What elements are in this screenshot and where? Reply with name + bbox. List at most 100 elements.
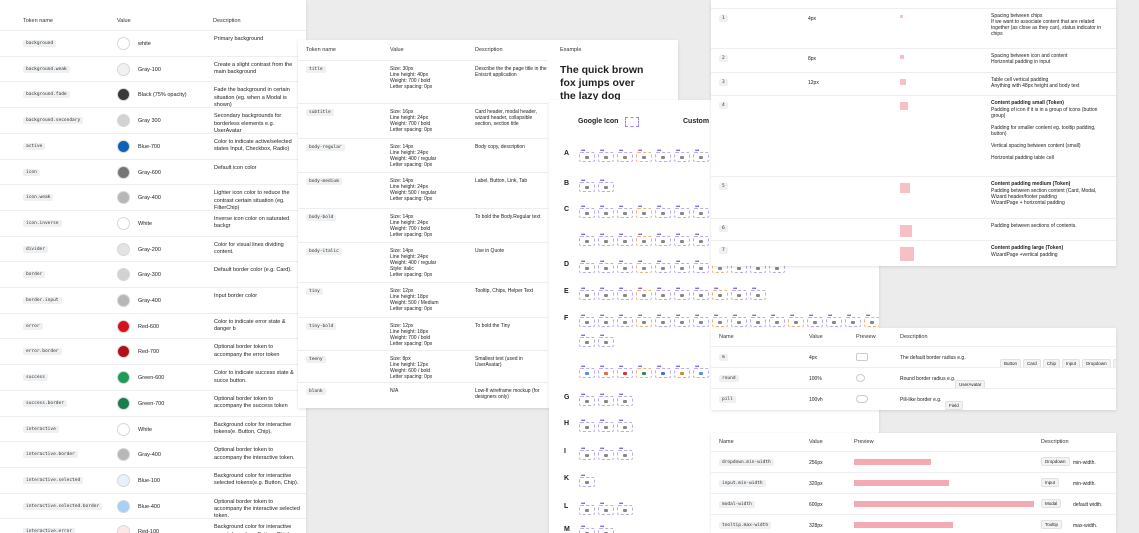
example-text: The quick brown fox jumps over the lazy …: [560, 64, 644, 102]
glyph-icon: [661, 372, 665, 375]
variant-dots: •••: [752, 286, 756, 292]
color-swatch: [117, 345, 130, 359]
icon-cell: •••: [579, 392, 595, 406]
color-token-row: background.weak Gray-100 Create a slight c…: [0, 55, 306, 83]
spacing-panel: 1 4px Spacing between chips If we want to …: [711, 0, 1116, 266]
glyph-icon: [661, 212, 665, 215]
token-chip: title: [306, 66, 326, 73]
glyph-icon: [585, 212, 589, 215]
spacing-preview: [900, 183, 910, 193]
widths-name-header: Name: [719, 439, 734, 445]
icon-cell: •••: [598, 446, 614, 460]
glyph-icon: [604, 509, 608, 512]
google-icon-swatch: [625, 117, 639, 127]
typography-row: body-bold Size: 14px Line height: 24px We…: [298, 208, 548, 243]
glyph-icon: [623, 240, 627, 243]
variant-dots: •••: [638, 204, 642, 210]
color-swatch: [117, 499, 130, 513]
icon-cell: •••: [598, 364, 614, 378]
glyph-icon: [623, 372, 627, 375]
token-chip: success.border: [23, 399, 67, 407]
color-swatch: [117, 88, 130, 102]
typography-row: tiny Size: 12px Line height: 18px Weight:…: [298, 282, 548, 318]
variant-dots: •••: [638, 286, 642, 292]
radius-row: round 100% Round border radius e.g. UserAva…: [711, 367, 1116, 389]
glyph-icon: [604, 400, 608, 403]
color-token-row: border Gray-300 Default border color (e.g.…: [0, 261, 306, 288]
variant-dots: •••: [600, 364, 604, 370]
variant-dots: •••: [638, 313, 642, 319]
icon-cell: •••: [617, 446, 633, 460]
token-chip: 3: [719, 79, 728, 86]
icon-cell: •••: [693, 232, 709, 246]
icon-cell: •••: [579, 418, 595, 432]
icon-cell: •••: [693, 313, 709, 327]
typography-row: body-italic Size: 14px Line height: 24px …: [298, 242, 548, 283]
spacing-preview: [900, 225, 912, 237]
icon-row-letter: L: [564, 503, 569, 510]
icon-cell: •••: [807, 313, 823, 327]
radius-row: pill 100vh Pill-like border e.g. Field: [711, 388, 1116, 410]
spacing-description: Padding of icon if it is in a group of i…: [991, 107, 1098, 161]
color-token-row: interactive.selected.border Blue-400 Optio…: [0, 492, 306, 520]
typography-row: title Size: 30px Line height: 40px Weight…: [298, 60, 548, 104]
token-description: Background color for interactive tokens(…: [214, 421, 292, 435]
color-swatch: [117, 473, 130, 487]
variant-dots: •••: [695, 313, 699, 319]
variant-dots: •••: [809, 313, 813, 319]
token-description: Color to indicate active/selected states…: [214, 138, 292, 153]
radius-panel: Name Value Preview Description m 4px The d…: [711, 328, 1116, 410]
color-token-row: icon.weak Gray-400 Lighter icon color to r…: [0, 184, 306, 211]
color-swatch: [117, 319, 130, 333]
icon-cell: •••: [579, 501, 595, 515]
token-chip: interactive: [23, 425, 59, 433]
glyph-icon: [851, 321, 855, 324]
glyph-icon: [642, 212, 646, 215]
width-row: modal-width 600px Modal default width.: [711, 493, 1116, 515]
token-value: Blue-400: [138, 503, 161, 510]
glyph-icon: [642, 321, 646, 324]
spacing-desc-title: Content padding medium (Token): [991, 181, 1071, 187]
token-chip: icon.inverse: [23, 219, 62, 227]
glyph-icon: [680, 212, 684, 215]
token-description: Default icon color: [214, 164, 257, 171]
token-chip: body-bold: [306, 214, 337, 221]
token-value: Size: 12px Line height: 18px Weight: 700…: [390, 323, 433, 347]
token-description: Secondary backgrounds for borderless ele…: [214, 113, 282, 134]
color-swatch: [117, 371, 130, 385]
icon-row-letter: E: [564, 288, 569, 295]
color-token-row: success Green-600 Color to indicate succes…: [0, 364, 306, 391]
icon-row-letter: F: [564, 315, 569, 322]
glyph-icon: [585, 186, 589, 189]
icon-cell: •••: [655, 364, 671, 378]
color-swatch: [117, 396, 130, 410]
token-description: Color for visual lines dividing content.: [214, 241, 284, 256]
variant-dots: •••: [619, 501, 623, 507]
icon-cell: •••: [769, 313, 785, 327]
color-token-row: error Red-600 Color to indicate error stat…: [0, 312, 306, 340]
variant-dots: •••: [695, 232, 699, 238]
radius-name-header: Name: [719, 334, 734, 340]
token-chip: icon: [23, 168, 40, 176]
token-value: N/A: [390, 388, 399, 394]
color-tokens-panel: Token name Value Description background w…: [0, 0, 306, 533]
variant-dots: •••: [847, 313, 851, 319]
token-description: Inverse icon color on saturated backgr: [214, 215, 290, 230]
token-description: Body copy, description: [475, 144, 525, 150]
icon-cell: •••: [636, 204, 652, 218]
token-value: 600px: [809, 502, 823, 508]
token-value: 4px: [809, 355, 818, 361]
spacing-desc-title: Content padding large (Token): [991, 245, 1064, 251]
icon-cell: •••: [598, 501, 614, 515]
variant-dots: •••: [695, 286, 699, 292]
token-chip: background.secondary: [23, 117, 84, 125]
spacing-row: 1 4px Spacing between chips If we want to …: [711, 8, 1116, 49]
token-chip: interactive.selected: [23, 476, 84, 484]
spacing-row: 2 8px Spacing between icon and content Hor…: [711, 48, 1116, 73]
token-chip: 5: [719, 183, 728, 190]
icon-cell: •••: [598, 178, 614, 192]
icon-cell: •••: [598, 232, 614, 246]
radius-preview: [856, 374, 865, 382]
glyph-icon: [680, 240, 684, 243]
token-chip: 2: [719, 55, 728, 62]
